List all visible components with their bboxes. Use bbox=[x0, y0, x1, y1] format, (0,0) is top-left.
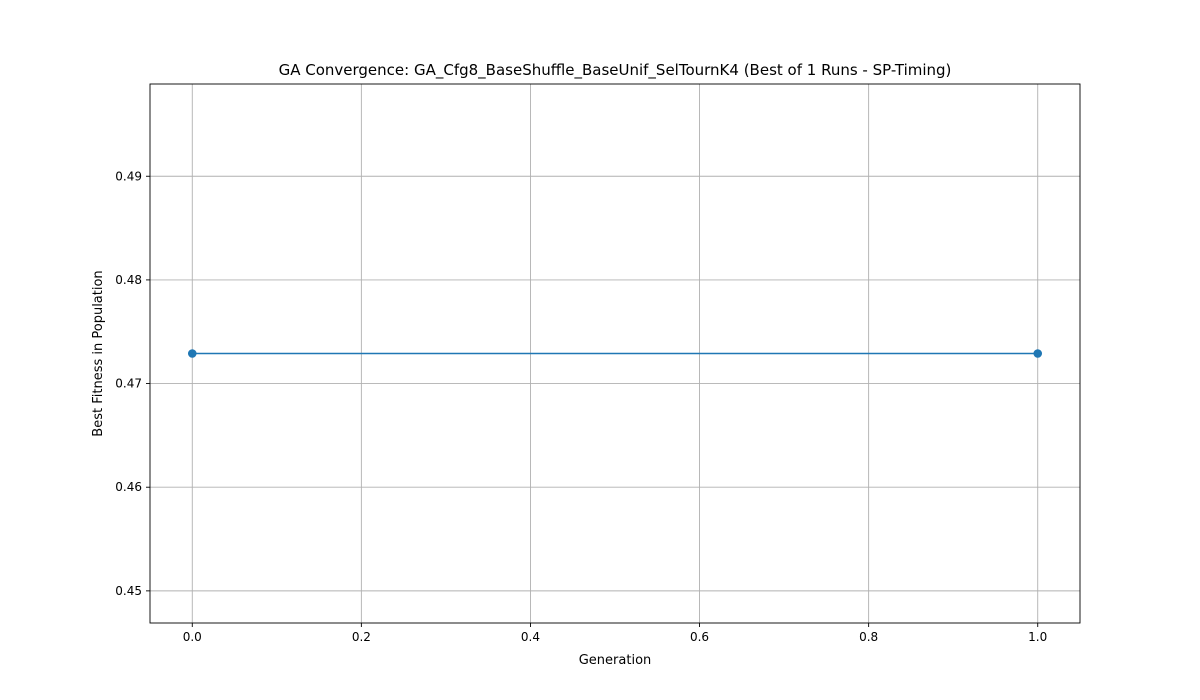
y-tick-label: 0.45 bbox=[115, 584, 142, 598]
y-tick-label: 0.47 bbox=[115, 377, 142, 391]
axis-ticks: 0.0 0.2 0.4 0.6 0.8 1.0 0.45 0.46 0.47 0.48 0.49 bbox=[115, 169, 1047, 644]
data-point bbox=[187, 349, 197, 358]
plot-frame bbox=[149, 83, 1081, 624]
y-axis-label: Best Fitness in Population bbox=[91, 270, 106, 436]
x-tick-label: 0.0 bbox=[183, 630, 202, 644]
x-tick-label: 0.6 bbox=[690, 630, 709, 644]
y-tick-label: 0.46 bbox=[115, 480, 142, 494]
y-tick-label: 0.49 bbox=[115, 169, 142, 183]
x-tick-label: 1.0 bbox=[1028, 630, 1047, 644]
data-point bbox=[1033, 349, 1043, 358]
chart-title: GA Convergence: GA_Cfg8_BaseShuffle_Base… bbox=[279, 61, 952, 80]
x-tick-label: 0.2 bbox=[352, 630, 371, 644]
x-tick-label: 0.4 bbox=[521, 630, 540, 644]
plot-series bbox=[187, 349, 1043, 358]
y-tick-label: 0.48 bbox=[115, 273, 142, 287]
x-axis-label: Generation bbox=[579, 653, 652, 668]
x-tick-label: 0.8 bbox=[859, 630, 878, 644]
